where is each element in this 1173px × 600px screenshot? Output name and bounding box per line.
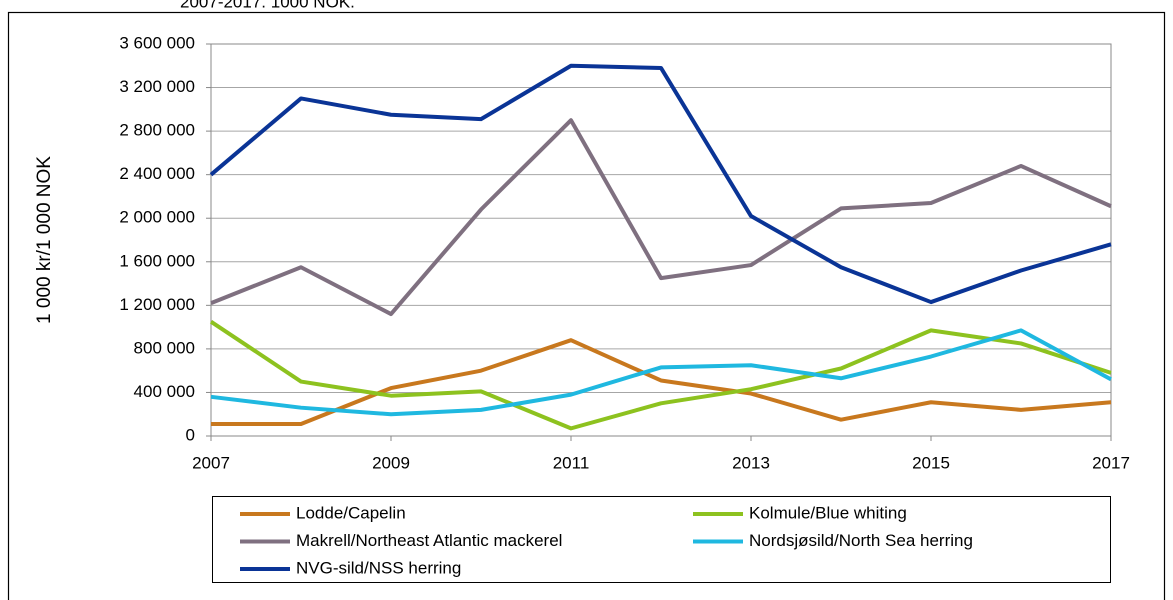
y-tick-label: 800 000 xyxy=(134,338,195,357)
y-tick-label: 3 200 000 xyxy=(119,77,195,96)
y-axis-label: 1 000 kr/1 000 NOK xyxy=(34,156,55,324)
plot-area xyxy=(210,43,1112,437)
y-tick-label: 2 800 000 xyxy=(119,121,195,140)
chart-frame xyxy=(7,11,1166,600)
x-tick-label: 2009 xyxy=(372,453,410,472)
series-line xyxy=(209,63,1112,305)
y-tick-label: 400 000 xyxy=(134,382,195,401)
y-tick-label: 2 400 000 xyxy=(119,164,195,183)
x-tick-label: 2011 xyxy=(553,453,590,472)
x-tick-label: 2007 xyxy=(192,453,230,472)
y-tick-label: 0 xyxy=(186,425,195,444)
series-line xyxy=(210,328,1112,417)
series-line xyxy=(210,118,1112,317)
x-tick-label: 2017 xyxy=(1092,453,1130,472)
legend-label: Makrell/Northeast Atlantic mackerel xyxy=(296,531,562,550)
legend-label: Lodde/Capelin xyxy=(296,503,406,522)
chart-title: 2007-2017. 1000 NOK. xyxy=(180,0,355,11)
y-tick-label: 1 600 000 xyxy=(119,251,195,270)
legend-label: Nordsjøsild/North Sea herring xyxy=(749,531,973,550)
y-tick-label: 3 600 000 xyxy=(119,33,195,52)
series-line xyxy=(209,320,1112,431)
y-tick-label: 2 000 000 xyxy=(119,208,195,227)
x-tick-label: 2015 xyxy=(912,453,950,472)
y-tick-label: 1 200 000 xyxy=(119,295,195,314)
legend-label: Kolmule/Blue whiting xyxy=(749,503,907,522)
legend-label: NVG-sild/NSS herring xyxy=(296,558,461,577)
x-tick-label: 2013 xyxy=(732,453,770,472)
legend-box xyxy=(212,496,1111,583)
series-line xyxy=(211,338,1112,427)
